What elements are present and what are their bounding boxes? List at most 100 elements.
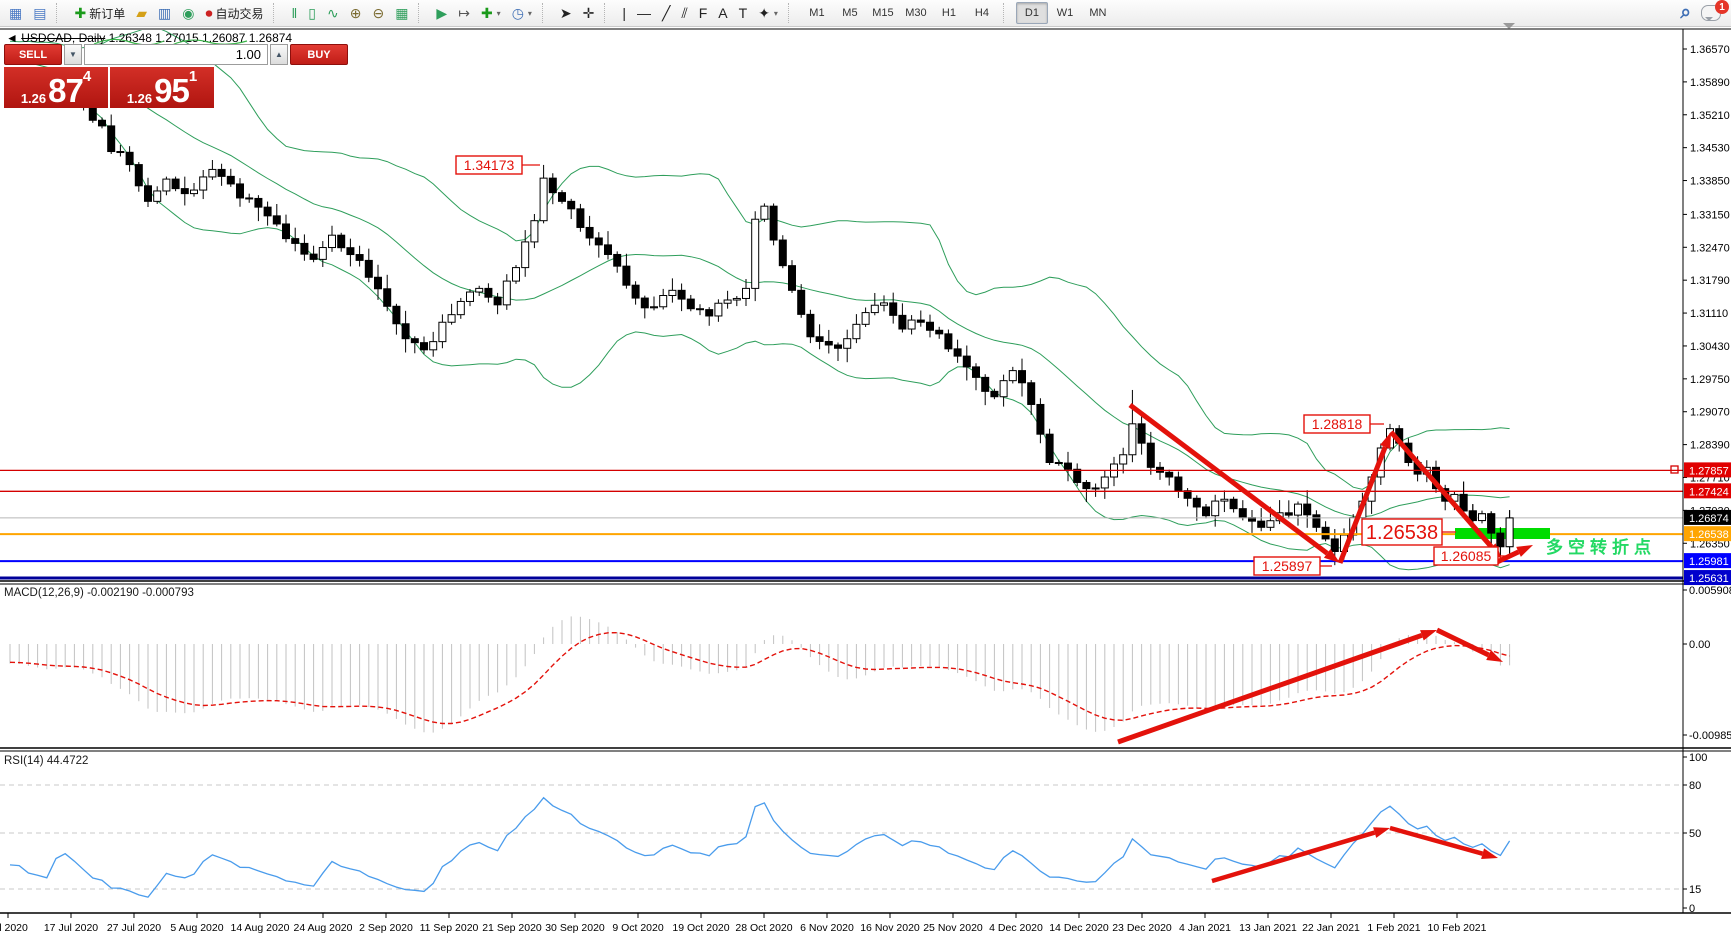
auto-trading-button[interactable]: ⏺ 自动交易 xyxy=(200,1,268,25)
candle-body xyxy=(364,259,373,278)
macd-trend-arrow-0[interactable] xyxy=(1117,632,1423,745)
zoom-out-button[interactable]: ⊖ xyxy=(367,1,389,25)
price-label-box[interactable] xyxy=(1253,556,1321,576)
terminal-button[interactable]: ▥ xyxy=(153,1,176,25)
price-tag-1.27424 xyxy=(1684,483,1731,499)
candle-body xyxy=(171,178,180,190)
auto-scroll-button[interactable]: ▶ xyxy=(431,1,452,25)
search-icon[interactable]: ⌕ xyxy=(1680,2,1691,23)
zoom-in-button[interactable]: ⊕ xyxy=(345,1,367,25)
cursor-button[interactable]: ➤ xyxy=(555,1,577,25)
candle-body xyxy=(999,380,1008,398)
volume-increase-button[interactable]: ▲ xyxy=(270,44,288,65)
timeframe-m5[interactable]: M5 xyxy=(842,7,858,19)
crosshair-button[interactable]: ✛ xyxy=(578,1,600,25)
timeframe-h4[interactable]: H4 xyxy=(974,7,989,19)
scroll-marker-icon[interactable] xyxy=(1503,23,1515,29)
volume-decrease-button[interactable]: ▼ xyxy=(64,44,82,65)
buy-button[interactable]: BUY xyxy=(290,44,348,65)
timeframe-mn[interactable]: MN xyxy=(1089,7,1107,19)
text-label-button[interactable]: T xyxy=(734,1,753,25)
rsi-trend-arrow-1[interactable] xyxy=(1389,825,1484,856)
timeframe-m15[interactable]: M15 xyxy=(872,7,894,19)
price-label-box[interactable] xyxy=(1303,414,1371,434)
bounce-arrow[interactable] xyxy=(1493,549,1520,566)
chart-window-button[interactable]: ▦ xyxy=(4,1,27,25)
trend-arrow-main-1[interactable] xyxy=(1337,446,1388,564)
candle-body xyxy=(1192,497,1201,508)
signals-button[interactable]: ◉ xyxy=(177,1,199,25)
line-handle-marker[interactable] xyxy=(1670,465,1679,474)
notifications-icon[interactable]: 1 xyxy=(1701,0,1729,21)
time-label: 9 Oct 2020 xyxy=(612,922,664,934)
periods-icon: ◷ xyxy=(511,5,524,21)
horizontal-line-button[interactable]: — xyxy=(632,1,656,25)
terminal-icon: ▥ xyxy=(158,5,172,21)
candle-body xyxy=(208,168,217,178)
axis-tick-label: 1.29750 xyxy=(1690,374,1730,386)
time-label: 1 Feb 2021 xyxy=(1367,922,1420,934)
timeframe-w1[interactable]: W1 xyxy=(1056,7,1074,19)
macd-signal-line xyxy=(9,631,1510,725)
periods-button[interactable]: ◷ ▾ xyxy=(507,1,537,25)
bollinger-upper-band xyxy=(9,30,1510,490)
timeframe-h1[interactable]: H1 xyxy=(941,7,956,19)
macd-trend-arrow-1-head xyxy=(1486,650,1503,662)
indicators-button[interactable]: ✚ ▾ xyxy=(476,1,506,25)
macd-trend-arrow-1[interactable] xyxy=(1435,627,1490,658)
line-chart-button[interactable]: ∿ xyxy=(322,1,344,25)
bar-chart-button[interactable]: ‖ xyxy=(286,1,302,25)
candle-body xyxy=(1238,508,1247,519)
candle-body xyxy=(1119,454,1128,465)
candle-body xyxy=(1505,517,1514,548)
tile-windows-button[interactable]: ▦ xyxy=(390,1,413,25)
chart-shift-button[interactable]: ↦ xyxy=(453,1,475,25)
candle-body xyxy=(558,192,566,202)
time-label: 24 Aug 2020 xyxy=(294,922,353,934)
text-button[interactable]: A xyxy=(713,1,732,25)
candle-body xyxy=(1137,423,1146,444)
candle-body xyxy=(962,355,971,368)
market-depth-icon: ▰ xyxy=(136,5,147,21)
candlestick-chart-button[interactable]: ▯ xyxy=(303,1,321,25)
volume-input[interactable] xyxy=(84,44,268,65)
buy-price-quote[interactable]: 1.26 95 1 xyxy=(110,67,214,108)
timeframe-m1[interactable]: M1 xyxy=(809,7,825,19)
market-depth-button[interactable]: ▰ xyxy=(131,1,152,25)
candle-body xyxy=(291,238,300,244)
trend-arrow-main-0[interactable] xyxy=(1128,403,1329,556)
new-order-button[interactable]: ✚ 新订单 xyxy=(69,1,130,25)
channel-button[interactable]: ⫽ xyxy=(676,1,692,25)
candle-body xyxy=(613,253,622,267)
profiles-button[interactable]: ▤ xyxy=(28,1,51,25)
timeframe-m30[interactable]: M30 xyxy=(905,7,927,19)
vertical-line-button[interactable]: | xyxy=(617,1,631,25)
price-label-box[interactable] xyxy=(1433,546,1499,566)
price-label-box[interactable] xyxy=(455,155,523,175)
candle-body xyxy=(254,197,263,208)
candle-body xyxy=(972,366,980,378)
trendline-button[interactable]: ╱ xyxy=(657,1,675,25)
candle-body xyxy=(843,338,852,349)
timeframe-d1[interactable]: D1 xyxy=(1015,2,1048,24)
annotations-layer: 1.34173 1.28818 1.26538 1.25897 1.26085 多空转折点 xyxy=(455,155,1651,884)
toolbar: ▦ ▤ ✚ 新订单 ▰ ▥ ◉ ⏺ 自动交易 ‖ ▯ ∿ ⊕ ⊖ ▦ ▶ ↦ ✚ ▾ ◷ ▾ ➤ ✛ | — ╱ ⫽ F A T ✦ ▾ M1 M… xyxy=(0,0,1731,27)
candle-body xyxy=(217,168,226,177)
candle-body xyxy=(898,314,907,330)
fibonacci-button[interactable]: F xyxy=(694,1,713,25)
sell-price-quote[interactable]: 1.26 87 4 xyxy=(4,67,110,108)
candle-body xyxy=(824,340,833,346)
trend-arrow-main-2[interactable] xyxy=(1389,430,1494,549)
auto-trading-label: 自动交易 xyxy=(215,6,264,21)
candle-body xyxy=(475,287,484,293)
rsi-trend-arrow-0[interactable] xyxy=(1211,830,1376,884)
arrows-button[interactable]: ✦ ▾ xyxy=(753,1,783,25)
sell-button[interactable]: SELL xyxy=(4,44,62,65)
price-label-box[interactable] xyxy=(1361,518,1443,546)
candle-body xyxy=(640,297,649,309)
time-label: 25 Nov 2020 xyxy=(923,922,983,934)
chart-window-icon: ▦ xyxy=(9,5,23,21)
candle-body xyxy=(1165,471,1174,478)
candle-body xyxy=(1036,403,1045,435)
candle-body xyxy=(788,265,796,291)
